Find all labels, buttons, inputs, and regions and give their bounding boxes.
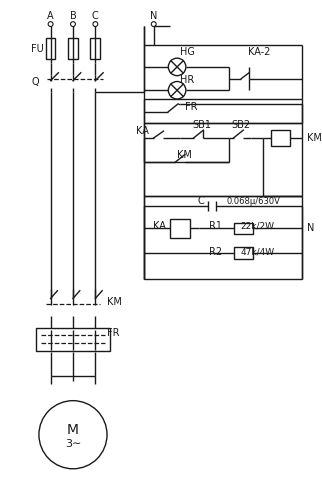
Text: KM: KM [177,150,192,161]
Text: HG: HG [180,47,195,57]
Text: KM: KM [307,133,321,143]
Bar [233,223,253,234]
Bar [46,38,55,59]
Text: N: N [307,224,314,233]
Text: FR: FR [185,102,197,112]
Text: M: M [67,423,79,437]
Bar [68,38,78,59]
Text: KA: KA [136,126,149,136]
Bar [36,327,110,351]
Text: KA-2: KA-2 [248,47,270,57]
Text: SB2: SB2 [232,120,251,130]
Text: KA: KA [153,221,166,230]
Bar [170,219,190,238]
Bar [90,38,100,59]
Text: 22k/2W: 22k/2W [241,221,275,230]
Circle shape [48,21,53,26]
Circle shape [71,21,75,26]
Text: SB1: SB1 [192,120,211,130]
Circle shape [168,58,186,76]
Text: R2: R2 [209,247,222,257]
Circle shape [168,81,186,99]
Text: FU: FU [31,44,44,54]
Text: 3∼: 3∼ [65,440,81,449]
Text: B: B [70,11,76,21]
Bar [270,130,290,146]
Circle shape [151,21,156,26]
Text: 0.068μ/630V: 0.068μ/630V [226,197,280,205]
Text: 47k/4W: 47k/4W [241,247,275,256]
Circle shape [39,401,107,469]
Text: KM: KM [107,297,122,307]
Text: Q: Q [31,77,39,86]
Text: FR: FR [107,327,119,338]
Text: C: C [92,11,99,21]
Circle shape [93,21,98,26]
Text: N: N [150,11,157,21]
Text: A: A [47,11,54,21]
Bar [233,247,253,259]
Text: HR: HR [180,75,194,84]
Text: C: C [198,196,204,206]
Text: R1: R1 [209,221,222,230]
